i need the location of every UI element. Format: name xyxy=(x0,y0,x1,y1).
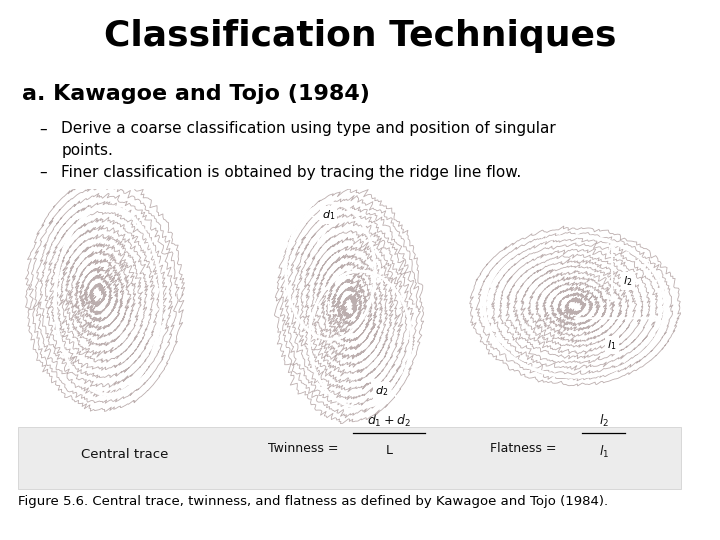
Text: $d_1+d_2$: $d_1+d_2$ xyxy=(367,413,411,429)
Text: Finer classification is obtained by tracing the ridge line flow.: Finer classification is obtained by trac… xyxy=(61,165,521,180)
Text: Figure 5.6. Central trace, twinness, and flatness as defined by Kawagoe and Tojo: Figure 5.6. Central trace, twinness, and… xyxy=(18,495,608,508)
Text: Classification Techniques: Classification Techniques xyxy=(104,19,616,53)
Text: Central trace: Central trace xyxy=(81,448,168,461)
Text: $d_1$: $d_1$ xyxy=(322,208,335,222)
Text: $l_1$: $l_1$ xyxy=(608,338,617,352)
Text: –: – xyxy=(40,165,48,180)
Text: $l_2$: $l_2$ xyxy=(624,274,633,287)
Text: –: – xyxy=(40,122,48,137)
Text: Twinness =: Twinness = xyxy=(268,442,343,455)
Text: $d_2$: $d_2$ xyxy=(375,384,388,398)
Bar xyxy=(18,427,681,489)
Text: $l_1$: $l_1$ xyxy=(598,444,609,460)
Text: Derive a coarse classification using type and position of singular: Derive a coarse classification using typ… xyxy=(61,122,556,137)
Text: a. Kawagoe and Tojo (1984): a. Kawagoe and Tojo (1984) xyxy=(22,84,369,104)
Text: L: L xyxy=(325,300,336,318)
Text: Flatness =: Flatness = xyxy=(490,442,560,455)
Text: points.: points. xyxy=(61,143,113,158)
Text: L: L xyxy=(386,444,392,457)
Text: $l_2$: $l_2$ xyxy=(598,413,609,429)
